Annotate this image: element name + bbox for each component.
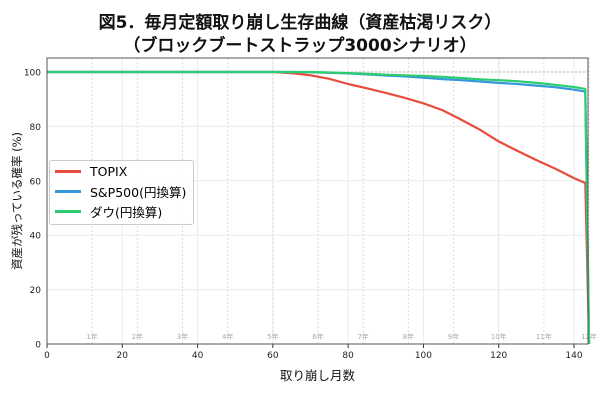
- year-marker-label: 10年: [491, 332, 507, 341]
- year-marker-label: 8年: [403, 332, 414, 341]
- legend-label: S&P500(円換算): [90, 184, 187, 200]
- x-tick-label: 0: [44, 351, 50, 361]
- y-tick-label: 60: [30, 177, 42, 187]
- y-tick-label: 0: [35, 341, 41, 351]
- year-marker-label: 6年: [312, 332, 323, 341]
- legend-item: TOPIX: [55, 161, 193, 181]
- year-marker-label: 9年: [448, 332, 459, 341]
- legend-swatch: [55, 189, 81, 193]
- y-tick-label: 20: [30, 286, 42, 296]
- chart-title-line1: 図5．毎月定額取り崩し生存曲線（資産枯渇リスク）: [98, 13, 502, 33]
- x-tick-label: 100: [415, 351, 432, 361]
- legend-item: ダウ(円換算): [55, 201, 193, 221]
- plot-frame: [46, 57, 589, 345]
- x-tick-label: 120: [490, 351, 507, 361]
- year-marker-label: 4年: [222, 332, 233, 341]
- legend: TOPIX S&P500(円換算) ダウ(円換算): [49, 160, 194, 225]
- x-tick-label: 80: [342, 351, 354, 361]
- year-marker-label: 5年: [267, 332, 278, 341]
- legend-label: TOPIX: [90, 163, 128, 179]
- x-tick-label: 140: [565, 351, 582, 361]
- chart-title-line2: （ブロックブートストラップ3000シナリオ）: [123, 36, 477, 56]
- y-tick-label: 80: [30, 123, 42, 133]
- legend-item: S&P500(円換算): [55, 181, 193, 201]
- year-marker-label: 7年: [357, 332, 368, 341]
- x-tick-label: 40: [192, 351, 204, 361]
- legend-swatch: [55, 209, 81, 213]
- x-tick-label: 60: [267, 351, 279, 361]
- series-line-0: [47, 70, 591, 345]
- year-marker-label: 2年: [132, 332, 143, 341]
- year-marker-label: 11年: [536, 332, 552, 341]
- legend-label: ダウ(円換算): [90, 204, 163, 220]
- year-marker-label: 3年: [177, 332, 188, 341]
- y-tick-label: 40: [30, 232, 42, 242]
- x-tick-label: 20: [117, 351, 129, 361]
- series-line-2: [47, 70, 591, 345]
- x-axis-label: 取り崩し月数: [280, 368, 356, 383]
- year-marker-label: 1年: [86, 332, 97, 341]
- y-tick-label: 100: [24, 69, 41, 79]
- y-axis-label: 資産が残っている確率 (%): [10, 132, 24, 270]
- legend-swatch: [55, 169, 81, 173]
